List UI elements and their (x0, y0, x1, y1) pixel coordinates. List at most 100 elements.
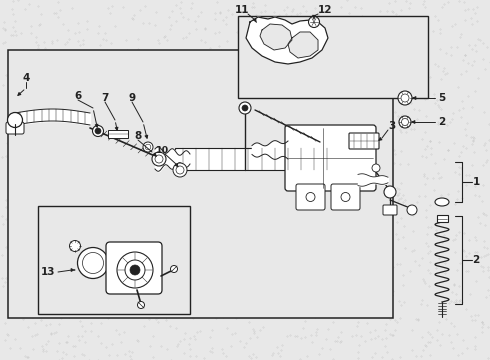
Point (81, 215, 89, 221)
Point (348, 95, 356, 101)
Point (305, 249, 313, 255)
Point (464, 93, 472, 99)
Point (308, 12, 316, 18)
Point (15, 230, 23, 236)
Point (72, 171, 80, 177)
Point (299, 198, 307, 203)
Point (408, 34, 416, 40)
Circle shape (398, 91, 412, 105)
Point (204, 96, 212, 102)
Circle shape (77, 248, 108, 279)
Point (280, 204, 288, 210)
Point (411, 258, 418, 264)
Point (108, 296, 116, 302)
Point (85, 158, 93, 164)
Point (136, 188, 144, 193)
Point (73, 186, 80, 192)
Point (467, 313, 475, 319)
Point (252, 354, 260, 360)
Point (424, 224, 432, 230)
Point (63, 239, 71, 245)
Point (132, 83, 140, 89)
Circle shape (152, 152, 166, 166)
Point (207, 306, 215, 311)
Point (56, 8, 64, 13)
Point (482, 294, 490, 300)
Point (128, 67, 136, 72)
Point (204, 143, 212, 149)
Point (416, 302, 424, 307)
Point (468, 21, 476, 27)
Point (184, 147, 192, 153)
Point (250, 254, 258, 260)
Point (182, 286, 190, 292)
Point (388, 332, 396, 338)
Point (192, 18, 199, 24)
Point (34, 45, 42, 51)
Point (466, 42, 473, 48)
Point (373, 85, 381, 90)
Point (244, 52, 252, 58)
Point (421, 181, 429, 187)
Point (462, 253, 469, 258)
Point (240, 214, 248, 220)
Point (345, 95, 353, 101)
Point (138, 306, 146, 312)
Point (283, 4, 291, 10)
Point (380, 31, 388, 37)
Point (390, 199, 398, 204)
Point (141, 228, 148, 234)
Point (191, 242, 198, 247)
Point (47, 234, 54, 240)
Point (364, 180, 372, 185)
Point (392, 109, 399, 115)
Point (183, 185, 191, 191)
Point (181, 330, 189, 336)
Point (286, 177, 294, 183)
Point (162, 227, 170, 233)
Point (134, 224, 142, 229)
Point (292, 233, 299, 239)
Point (395, 13, 403, 19)
Point (293, 81, 301, 87)
Point (392, 151, 399, 157)
Point (104, 161, 112, 167)
Point (463, 132, 470, 138)
Point (237, 228, 245, 234)
Point (348, 90, 356, 96)
Point (188, 55, 196, 61)
Point (295, 86, 303, 92)
Point (44, 166, 52, 172)
Point (301, 108, 309, 114)
Point (55, 340, 63, 346)
Point (78, 124, 86, 130)
Point (77, 258, 85, 264)
Point (117, 129, 125, 134)
Point (166, 260, 173, 265)
Point (258, 35, 266, 40)
Point (357, 143, 365, 148)
Text: 10: 10 (155, 145, 169, 154)
Point (326, 281, 334, 287)
Point (211, 186, 219, 192)
Point (410, 48, 417, 54)
Point (127, 260, 135, 266)
Point (219, 148, 227, 154)
Point (8, 76, 16, 82)
Point (106, 270, 114, 276)
Point (466, 172, 473, 178)
Point (223, 149, 231, 154)
Point (255, 183, 263, 189)
Point (193, 286, 200, 292)
Point (376, 45, 384, 51)
Point (469, 6, 477, 12)
Point (114, 294, 122, 300)
Point (306, 156, 314, 161)
Point (307, 230, 315, 236)
Point (161, 312, 169, 318)
Point (16, 309, 24, 315)
Point (107, 40, 115, 46)
Point (187, 335, 195, 341)
FancyBboxPatch shape (6, 122, 24, 134)
Point (470, 58, 478, 64)
